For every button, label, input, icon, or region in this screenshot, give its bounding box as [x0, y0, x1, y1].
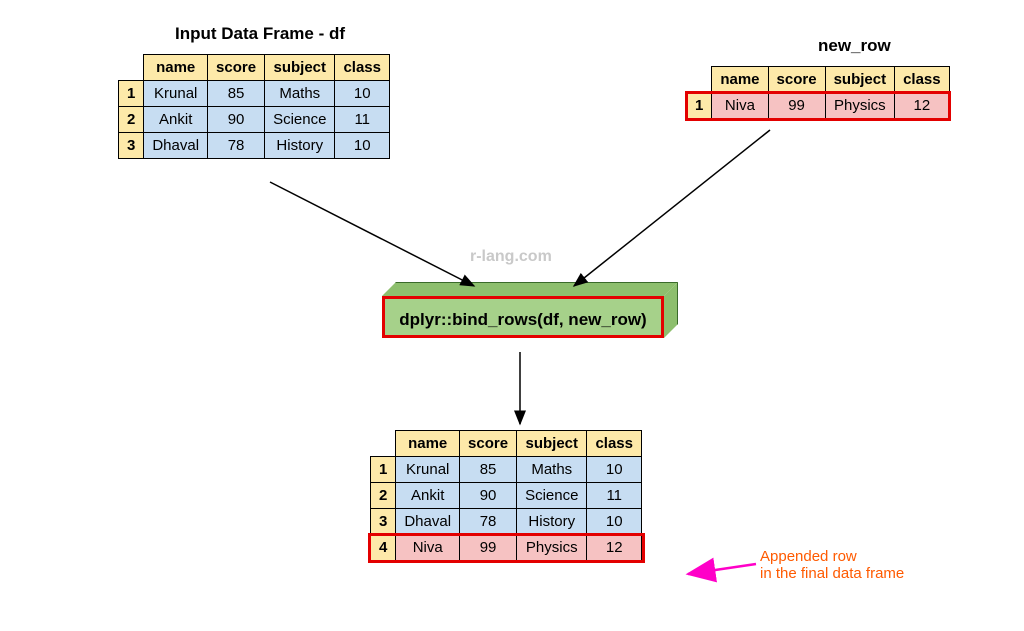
table-cell: Science [517, 483, 587, 509]
corner-cell [687, 67, 712, 93]
table-cell: Krunal [396, 457, 460, 483]
table-cell: 12 [587, 535, 642, 561]
table-cell: 99 [768, 93, 825, 119]
arrow-from-df [270, 182, 474, 286]
column-header: subject [517, 431, 587, 457]
row-index: 3 [119, 133, 144, 159]
table-row: 3Dhaval78History10 [371, 509, 642, 535]
row-index: 4 [371, 535, 396, 561]
row-index: 2 [371, 483, 396, 509]
column-header: subject [265, 55, 335, 81]
row-index: 1 [371, 457, 396, 483]
table-cell: Niva [712, 93, 768, 119]
new-row-table: namescoresubjectclass1Niva99Physics12 [686, 66, 950, 119]
input-df-title: Input Data Frame - df [175, 24, 345, 44]
corner-cell [371, 431, 396, 457]
table-cell: Physics [825, 93, 895, 119]
table-cell: 85 [460, 457, 517, 483]
table-cell: Science [265, 107, 335, 133]
input-data-frame-table: namescoresubjectclass1Krunal85Maths102An… [118, 54, 390, 159]
table-cell: Niva [396, 535, 460, 561]
function-call-text: dplyr::bind_rows(df, new_row) [399, 310, 646, 329]
function-block-top [382, 282, 678, 296]
table-cell: 10 [587, 457, 642, 483]
row-index: 2 [119, 107, 144, 133]
column-header: name [712, 67, 768, 93]
table-cell: Dhaval [144, 133, 208, 159]
table-cell: 90 [208, 107, 265, 133]
appended-row-annotation: Appended row in the final data frame [760, 548, 904, 582]
table-cell: Physics [517, 535, 587, 561]
table-row: 2Ankit90Science11 [119, 107, 390, 133]
diagram-stage: Input Data Frame - df new_row namescores… [0, 0, 1024, 631]
table-row: 2Ankit90Science11 [371, 483, 642, 509]
table-cell: 11 [335, 107, 390, 133]
table-row: 4Niva99Physics12 [371, 535, 642, 561]
row-index: 1 [119, 81, 144, 107]
table-cell: 10 [335, 81, 390, 107]
row-index: 1 [687, 93, 712, 119]
table-cell: Ankit [396, 483, 460, 509]
column-header: score [768, 67, 825, 93]
annotation-line1: Appended row [760, 548, 904, 565]
table-row: 1Krunal85Maths10 [371, 457, 642, 483]
column-header: name [396, 431, 460, 457]
column-header: name [144, 55, 208, 81]
table-cell: 10 [335, 133, 390, 159]
table-cell: 85 [208, 81, 265, 107]
table-cell: 99 [460, 535, 517, 561]
column-header: score [208, 55, 265, 81]
table-cell: Ankit [144, 107, 208, 133]
corner-cell [119, 55, 144, 81]
column-header: class [587, 431, 642, 457]
annotation-line2: in the final data frame [760, 565, 904, 582]
new-row-title: new_row [818, 36, 891, 56]
table-cell: Maths [265, 81, 335, 107]
output-data-frame-table: namescoresubjectclass1Krunal85Maths102An… [370, 430, 642, 561]
table-cell: Krunal [144, 81, 208, 107]
function-3d-block: dplyr::bind_rows(df, new_row) [382, 282, 678, 338]
arrow-annotation [688, 564, 756, 574]
function-call-box: dplyr::bind_rows(df, new_row) [382, 296, 664, 338]
table-cell: 78 [208, 133, 265, 159]
table-cell: Maths [517, 457, 587, 483]
table-cell: 78 [460, 509, 517, 535]
column-header: class [335, 55, 390, 81]
watermark-text: r-lang.com [470, 248, 552, 266]
table-cell: 90 [460, 483, 517, 509]
table-cell: 10 [587, 509, 642, 535]
table-row: 1Krunal85Maths10 [119, 81, 390, 107]
row-index: 3 [371, 509, 396, 535]
table-cell: History [517, 509, 587, 535]
table-row: 1Niva99Physics12 [687, 93, 950, 119]
table-cell: 11 [587, 483, 642, 509]
column-header: subject [825, 67, 895, 93]
column-header: class [895, 67, 950, 93]
table-cell: 12 [895, 93, 950, 119]
table-row: 3Dhaval78History10 [119, 133, 390, 159]
table-cell: History [265, 133, 335, 159]
column-header: score [460, 431, 517, 457]
arrow-from-new-row [574, 130, 770, 286]
table-cell: Dhaval [396, 509, 460, 535]
